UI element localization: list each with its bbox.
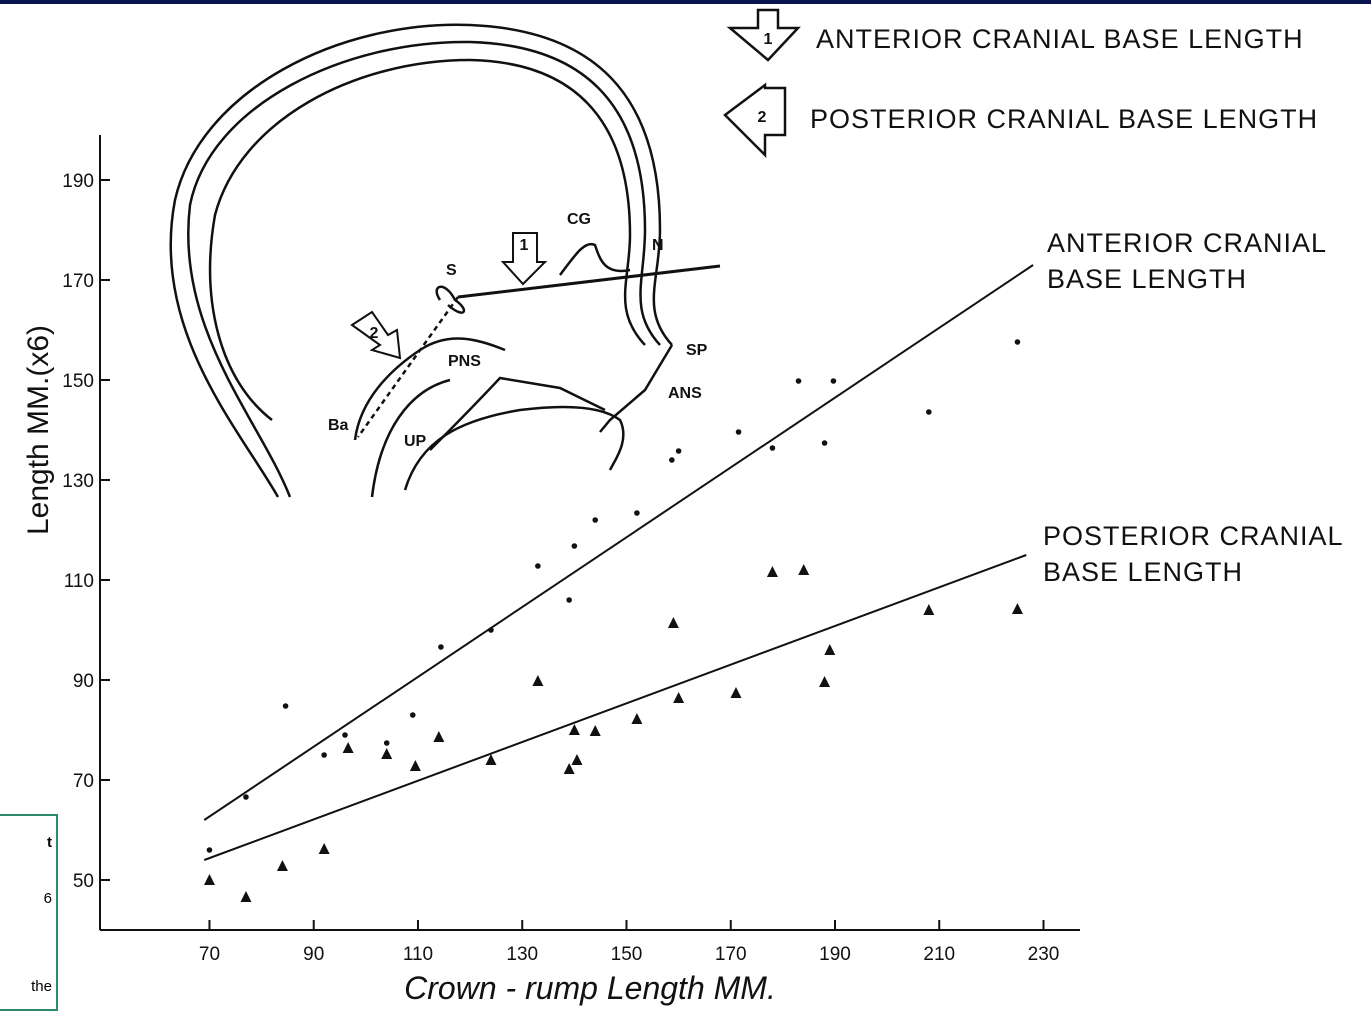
point (798, 564, 810, 575)
y-tick-label: 150 (62, 371, 94, 392)
top-bar (0, 0, 1371, 4)
s-n-line (457, 264, 721, 299)
point (203, 874, 215, 885)
arrow-2 (350, 310, 402, 360)
point (563, 763, 575, 774)
point (535, 563, 541, 569)
point (438, 644, 444, 650)
point (342, 732, 348, 738)
point (240, 891, 252, 902)
x-tick-label: 110 (403, 944, 433, 965)
point (282, 703, 289, 709)
point (409, 712, 416, 718)
point (566, 597, 572, 603)
point (409, 760, 421, 771)
legend-arrow-label: 1 (764, 31, 773, 48)
arrow-1 (500, 232, 548, 286)
note-text: t (47, 834, 52, 851)
x-tick-label: 230 (1028, 944, 1060, 965)
point (923, 604, 935, 615)
point (571, 754, 583, 765)
point (667, 617, 679, 628)
point (243, 794, 249, 800)
x-tick-label: 170 (715, 944, 747, 965)
y-tick-label: 70 (73, 771, 94, 792)
legend-arrow-label: 2 (758, 109, 767, 126)
diagram-label: N (652, 237, 664, 254)
point (1011, 603, 1023, 614)
point (383, 740, 390, 746)
y-tick-label: 110 (64, 571, 94, 592)
diagram-label: ANS (668, 385, 702, 402)
x-tick-label: 210 (923, 944, 955, 965)
point (795, 378, 802, 384)
point (669, 457, 675, 463)
line-label: ANTERIOR CRANIAL BASE LENGTH (1047, 228, 1327, 294)
point (532, 675, 544, 686)
diagram-label: Ba (328, 417, 349, 434)
head-diagram (169, 23, 674, 498)
point (673, 692, 685, 703)
ba-s-line (356, 296, 460, 438)
arrow-label: 1 (520, 237, 529, 254)
legend-text: POSTERIOR CRANIAL BASE LENGTH (810, 104, 1318, 134)
fit-line (203, 554, 1027, 861)
arrow-label: 2 (370, 325, 379, 342)
point (824, 644, 836, 655)
point (769, 445, 776, 451)
point (381, 748, 393, 759)
point (1014, 339, 1021, 345)
diagram-label: S (446, 262, 457, 279)
y-tick-label: 90 (73, 671, 94, 692)
y-tick-label: 50 (73, 871, 94, 892)
point (321, 752, 327, 758)
point (821, 440, 828, 446)
legend-arrow-1 (726, 8, 801, 62)
point (568, 724, 580, 735)
point (819, 676, 831, 687)
y-tick-label: 190 (62, 171, 94, 192)
x-tick-label: 130 (506, 944, 538, 965)
point (730, 687, 742, 698)
point (485, 754, 497, 765)
x-tick-label: 150 (611, 944, 643, 965)
point (571, 543, 578, 549)
point (276, 860, 288, 871)
point (675, 448, 682, 454)
point (342, 742, 354, 753)
point (589, 725, 601, 736)
note-text: the (31, 978, 52, 995)
point (735, 429, 742, 435)
y-tick-label: 130 (62, 471, 94, 492)
point (206, 847, 213, 853)
fit-line (203, 264, 1034, 821)
y-axis-label: Length MM.(x6) (22, 325, 55, 535)
note-text: 6 (43, 890, 52, 907)
diagram-label: CG (567, 211, 591, 228)
x-tick-label: 70 (199, 944, 220, 965)
legend-arrow-2 (723, 82, 787, 159)
diagram-label: SP (686, 342, 708, 359)
x-tick-label: 190 (819, 944, 851, 965)
diagram-label: UP (404, 433, 427, 450)
point (634, 510, 640, 516)
point (631, 713, 643, 724)
point (318, 843, 330, 854)
x-tick-label: 90 (303, 944, 324, 965)
line-label: POSTERIOR CRANIAL BASE LENGTH (1043, 521, 1344, 587)
x-axis-label: Crown - rump Length MM. (404, 970, 776, 1006)
point (488, 627, 494, 633)
point (433, 731, 445, 742)
diagram-label: PNS (448, 353, 481, 370)
point (926, 409, 932, 415)
point (592, 517, 599, 523)
y-tick-label: 170 (62, 271, 94, 292)
point (830, 378, 837, 384)
legend-text: ANTERIOR CRANIAL BASE LENGTH (816, 24, 1304, 54)
side-note: t 6 the (0, 814, 58, 1011)
point (766, 566, 778, 577)
